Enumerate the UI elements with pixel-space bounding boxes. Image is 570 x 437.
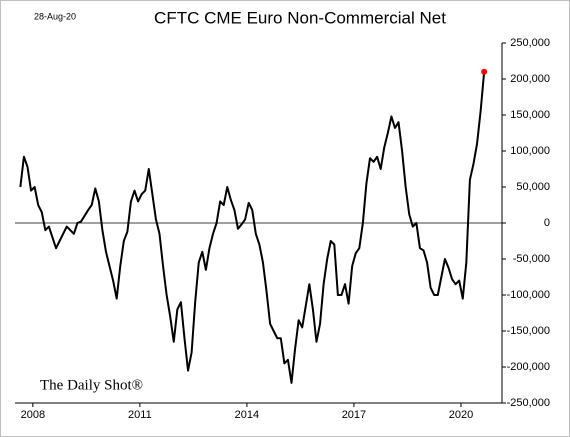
x-tick-label: 2008: [21, 409, 45, 421]
y-tick-label: -150,000: [507, 325, 550, 337]
y-tick-label: 50,000: [516, 181, 550, 193]
y-tick-label: 200,000: [510, 73, 550, 85]
x-tick-label: 2011: [128, 409, 152, 421]
y-tick-label: -250,000: [507, 397, 550, 409]
y-tick-label: 250,000: [510, 37, 550, 49]
y-tick-label: -200,000: [507, 361, 550, 373]
x-tick-label: 2017: [342, 409, 366, 421]
y-tick-label: -50,000: [513, 253, 550, 265]
y-tick-label: -100,000: [507, 289, 550, 301]
source-watermark: The Daily Shot®: [40, 377, 143, 393]
chart-title: CFTC CME Euro Non-Commercial Net: [154, 8, 446, 27]
y-tick-label: 100,000: [510, 145, 550, 157]
y-tick-label: 150,000: [510, 109, 550, 121]
x-tick-label: 2014: [235, 409, 259, 421]
data-line: [19, 71, 486, 384]
date-label: 28-Aug-20: [34, 11, 76, 21]
last-point: [481, 68, 488, 75]
x-tick-label: 2020: [449, 409, 473, 421]
y-tick-label: 0: [544, 217, 550, 229]
